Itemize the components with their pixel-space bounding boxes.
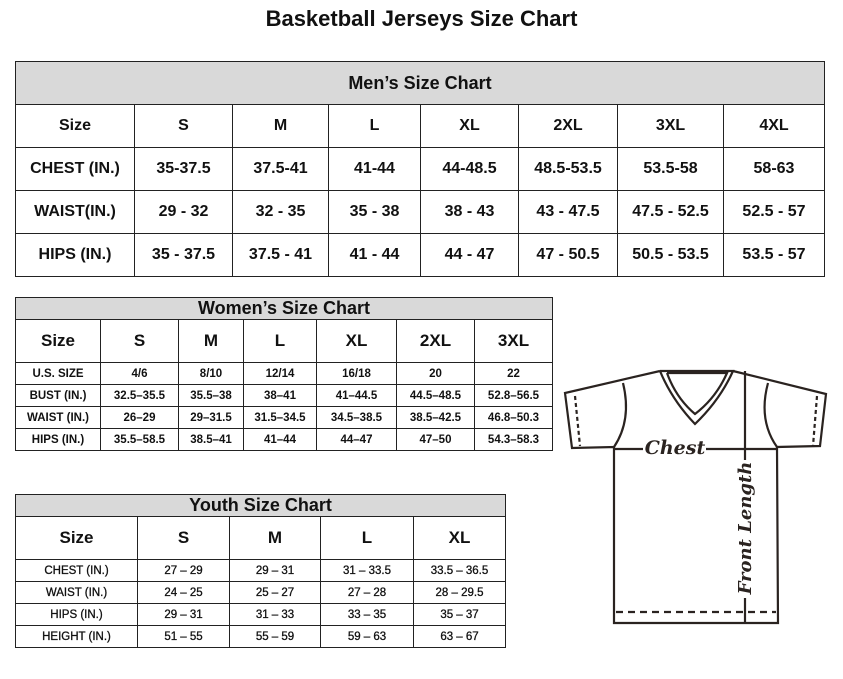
table-cell: 29 – 31 bbox=[229, 559, 321, 582]
table-row: WAIST(IN.) 29 - 32 32 - 35 35 - 38 38 - 43 43… bbox=[15, 190, 825, 234]
table-cell: 38.5–42.5 bbox=[396, 406, 475, 429]
table-cell: 41–44 bbox=[243, 428, 317, 451]
table-cell: XL bbox=[316, 319, 397, 363]
table-cell: 16/18 bbox=[316, 362, 397, 385]
jersey-outline-icon bbox=[563, 369, 828, 625]
mens-size-table: Men’s Size Chart Size S M L XL 2XL 3XL 4XL CHEST… bbox=[15, 61, 825, 277]
table-cell: 54.3–58.3 bbox=[473, 428, 554, 451]
table-cell: 28 – 29.5 bbox=[412, 581, 507, 604]
table-row: BUST (IN.) 32.5–35.5 35.5–38 38–41 41–44.5 44… bbox=[15, 384, 554, 407]
table-cell: 24 – 25 bbox=[137, 581, 230, 604]
table-row: HIPS (IN.) 35 - 37.5 37.5 - 41 41 - 44 44 - … bbox=[15, 233, 825, 277]
table-cell: 31 – 33 bbox=[229, 603, 321, 626]
table-cell: 35.5–58.5 bbox=[100, 428, 179, 451]
table-cell: 51 – 55 bbox=[137, 625, 230, 648]
table-cell: 41-44 bbox=[328, 147, 421, 191]
row-label: WAIST(IN.) bbox=[15, 190, 135, 234]
table-cell: S bbox=[134, 104, 233, 148]
table-cell: 48.5-53.5 bbox=[518, 147, 618, 191]
table-cell: 41 - 44 bbox=[328, 233, 421, 277]
table-cell: 44-48.5 bbox=[420, 147, 519, 191]
table-cell: 32 - 35 bbox=[232, 190, 329, 234]
table-cell: 58-63 bbox=[723, 147, 825, 191]
table-cell: 53.5 - 57 bbox=[723, 233, 825, 277]
table-cell: 44–47 bbox=[316, 428, 397, 451]
table-cell: 52.8–56.5 bbox=[473, 384, 554, 407]
table-cell: M bbox=[232, 104, 329, 148]
table-cell: 53.5-58 bbox=[617, 147, 724, 191]
table-cell: 37.5 - 41 bbox=[232, 233, 329, 277]
table-row: CHEST (IN.) 35-37.5 37.5-41 41-44 44-48.5 48.… bbox=[15, 147, 825, 191]
row-label: HIPS (IN.) bbox=[15, 428, 101, 451]
header-row: Size S M L XL bbox=[15, 516, 507, 560]
table-caption: Men’s Size Chart bbox=[15, 61, 825, 105]
table-cell: 55 – 59 bbox=[229, 625, 321, 648]
youth-size-table: Youth Size Chart Size S M L XL CHEST (IN.) 27 … bbox=[14, 494, 507, 648]
table-cell: 27 – 28 bbox=[320, 581, 414, 604]
table-cell: L bbox=[243, 319, 317, 363]
row-label: CHEST (IN.) bbox=[15, 147, 135, 191]
table-cell: M bbox=[178, 319, 244, 363]
table-cell: S bbox=[100, 319, 179, 363]
table-cell: 32.5–35.5 bbox=[100, 384, 179, 407]
table-cell: 43 - 47.5 bbox=[518, 190, 618, 234]
header-row: Size S M L XL 2XL 3XL bbox=[15, 319, 554, 363]
table-row: HEIGHT (IN.) 51 – 55 55 – 59 59 – 63 63 – 67 bbox=[15, 625, 507, 648]
table-cell: 52.5 - 57 bbox=[723, 190, 825, 234]
table-cell: 2XL bbox=[396, 319, 475, 363]
womens-size-table: Women’s Size Chart Size S M L XL 2XL 3XL U.S. S… bbox=[14, 297, 554, 451]
table-caption: Youth Size Chart bbox=[14, 494, 507, 517]
row-label: HIPS (IN.) bbox=[15, 233, 135, 277]
table-row: HIPS (IN.) 35.5–58.5 38.5–41 41–44 44–47 47–5… bbox=[15, 428, 554, 451]
table-cell: L bbox=[328, 104, 421, 148]
chest-label: Chest bbox=[645, 437, 706, 459]
table-cell: 47 - 50.5 bbox=[518, 233, 618, 277]
table-cell: 3XL bbox=[473, 319, 554, 363]
table-row: WAIST (IN.) 24 – 25 25 – 27 27 – 28 28 – 29.… bbox=[15, 581, 507, 604]
table-row: HIPS (IN.) 29 – 31 31 – 33 33 – 35 35 – 37 bbox=[15, 603, 507, 626]
table-cell: 2XL bbox=[518, 104, 618, 148]
table-cell: 31 – 33.5 bbox=[320, 559, 414, 582]
row-label: Size bbox=[15, 516, 138, 560]
table-cell: 35 - 38 bbox=[328, 190, 421, 234]
row-label: HEIGHT (IN.) bbox=[15, 625, 138, 648]
table-cell: 35 - 37.5 bbox=[134, 233, 233, 277]
table-cell: XL bbox=[412, 516, 507, 560]
table-caption: Women’s Size Chart bbox=[14, 297, 554, 320]
table-cell: 33 – 35 bbox=[320, 603, 414, 626]
page-title: Basketball Jerseys Size Chart bbox=[265, 6, 578, 31]
table-cell: 47–50 bbox=[396, 428, 475, 451]
table-cell: XL bbox=[420, 104, 519, 148]
table-cell: 3XL bbox=[617, 104, 724, 148]
table-cell: 41–44.5 bbox=[316, 384, 397, 407]
table-cell: 46.8–50.3 bbox=[473, 406, 554, 429]
front-length-label: Front Length bbox=[735, 462, 756, 596]
row-label: Size bbox=[15, 319, 101, 363]
header-row: Size S M L XL 2XL 3XL 4XL bbox=[15, 104, 825, 148]
table-cell: 38 - 43 bbox=[420, 190, 519, 234]
table-cell: 63 – 67 bbox=[412, 625, 507, 648]
